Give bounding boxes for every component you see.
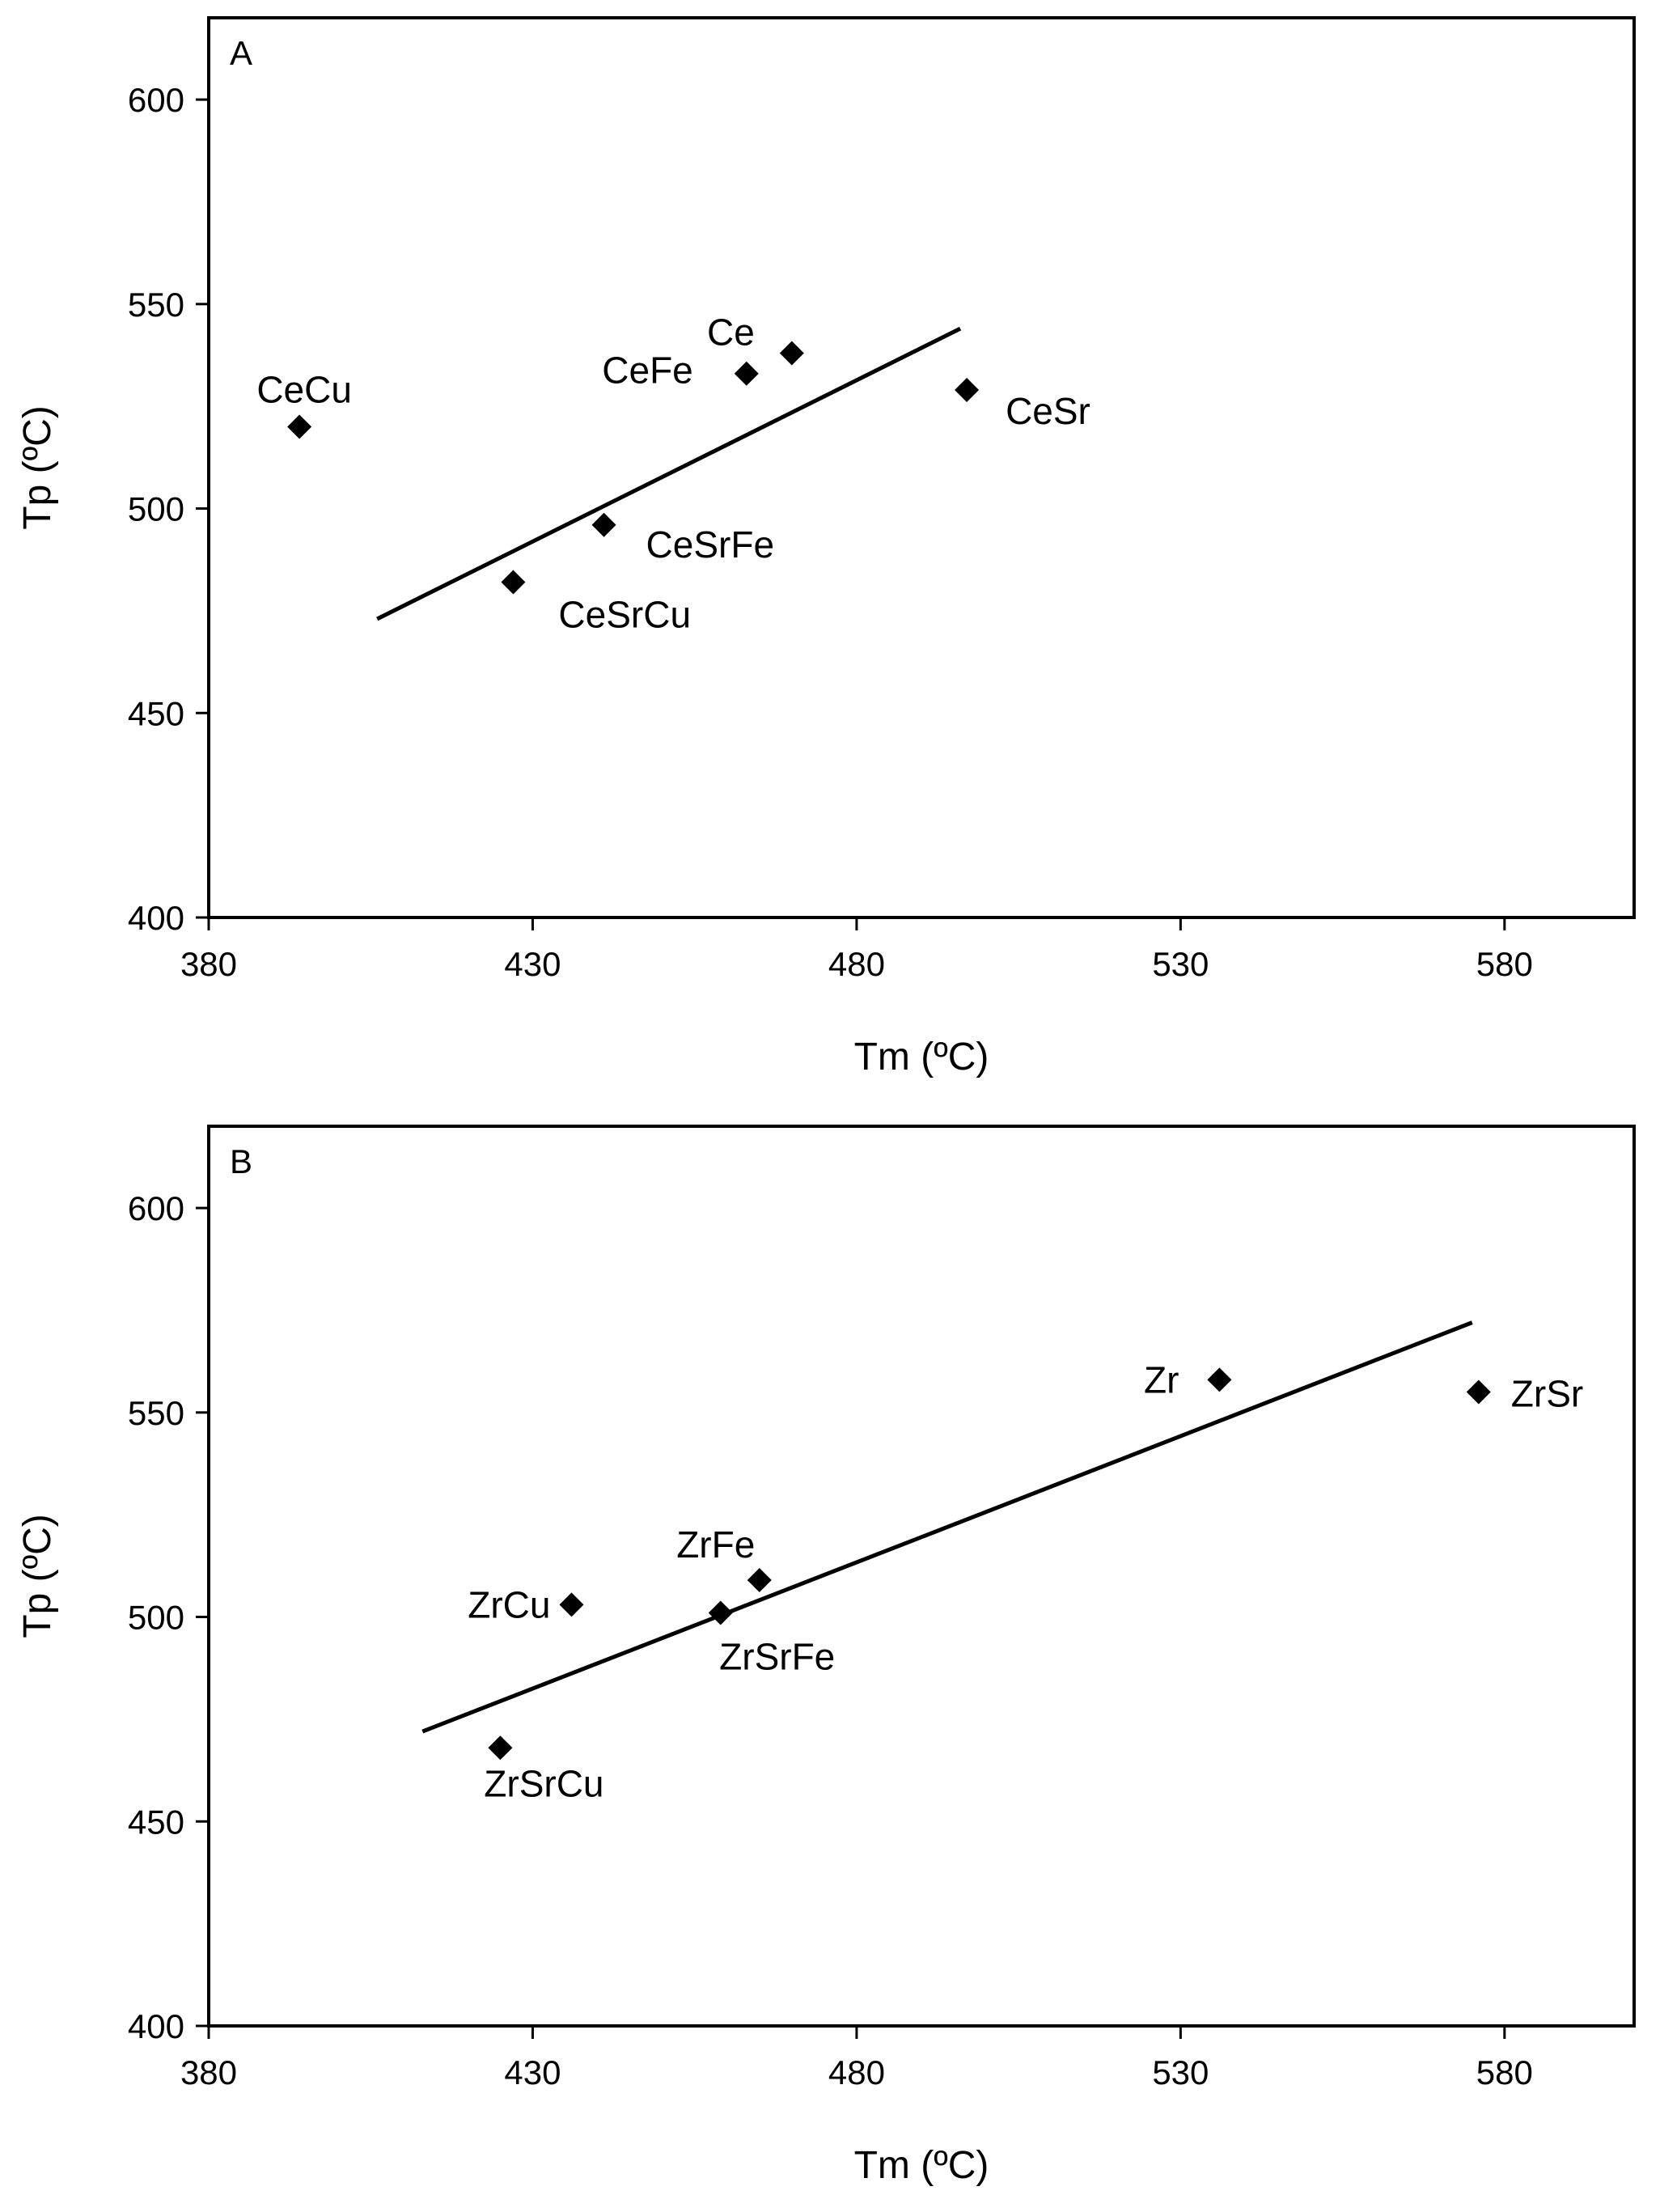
trendline bbox=[376, 326, 962, 621]
y-tick-label: 550 bbox=[128, 1394, 184, 1432]
data-point bbox=[955, 377, 980, 402]
plot-frame bbox=[207, 16, 1636, 919]
x-axis-title: Tm (ºC) bbox=[854, 1036, 989, 1078]
y-tick-label: 500 bbox=[128, 490, 184, 528]
data-point bbox=[559, 1592, 584, 1617]
data-label: CeSr bbox=[1006, 390, 1090, 432]
x-tick-label: 430 bbox=[504, 2053, 561, 2091]
data-label: ZrSr bbox=[1511, 1373, 1583, 1415]
x-tick-label: 530 bbox=[1152, 945, 1209, 983]
data-label: Ce bbox=[707, 311, 755, 353]
y-axis-title: Tp (ºC) bbox=[16, 405, 59, 530]
data-label: ZrSrFe bbox=[719, 1635, 835, 1677]
panel-letter: A bbox=[230, 34, 252, 72]
x-tick-label: 530 bbox=[1152, 2053, 1209, 2091]
data-label: CeFe bbox=[602, 350, 692, 392]
y-tick-label: 500 bbox=[128, 1599, 184, 1637]
x-tick-label: 380 bbox=[180, 2053, 237, 2091]
data-point bbox=[1466, 1379, 1491, 1405]
y-tick-label: 550 bbox=[128, 286, 184, 324]
x-tick-label: 430 bbox=[504, 945, 561, 983]
data-point bbox=[747, 1568, 772, 1593]
data-label: CeSrCu bbox=[558, 594, 691, 636]
data-point bbox=[488, 1735, 513, 1761]
data-point bbox=[1207, 1367, 1232, 1392]
x-tick-label: 580 bbox=[1476, 945, 1533, 983]
data-label: ZrSrCu bbox=[484, 1762, 603, 1804]
data-point bbox=[779, 341, 804, 366]
data-label: CeSrFe bbox=[646, 523, 774, 566]
panel-a: A 380 430 480 530 580 400 450 500 550 600 Tm (ºC) Tp… bbox=[16, 16, 1636, 1078]
data-point bbox=[501, 570, 526, 595]
y-tick-label: 450 bbox=[128, 694, 184, 732]
data-label: CeCu bbox=[256, 368, 352, 410]
y-tick-label: 400 bbox=[128, 2007, 184, 2045]
panel-b: B 380 430 480 530 580 400 450 500 550 600 Tm (ºC) Tp… bbox=[16, 1125, 1636, 2187]
x-axis-title: Tm (ºC) bbox=[854, 2144, 989, 2187]
plot-frame bbox=[207, 1125, 1636, 2028]
x-tick-label: 380 bbox=[180, 945, 237, 983]
data-point bbox=[708, 1600, 733, 1625]
x-tick-label: 580 bbox=[1476, 2053, 1533, 2091]
panel-letter: B bbox=[230, 1142, 252, 1180]
y-tick-label: 600 bbox=[128, 1189, 184, 1227]
data-label: Zr bbox=[1144, 1358, 1179, 1401]
data-label: ZrFe bbox=[676, 1523, 755, 1566]
y-axis-title: Tp (ºC) bbox=[16, 1514, 59, 1638]
trendline bbox=[421, 1320, 1473, 1734]
y-tick-label: 600 bbox=[128, 81, 184, 119]
data-label: ZrCu bbox=[468, 1583, 550, 1625]
x-tick-label: 480 bbox=[828, 2053, 885, 2091]
data-point bbox=[287, 414, 312, 439]
y-tick-label: 450 bbox=[128, 1803, 184, 1841]
data-point bbox=[591, 512, 616, 537]
y-tick-label: 400 bbox=[128, 899, 184, 937]
x-tick-label: 480 bbox=[828, 945, 885, 983]
data-point bbox=[734, 361, 759, 386]
